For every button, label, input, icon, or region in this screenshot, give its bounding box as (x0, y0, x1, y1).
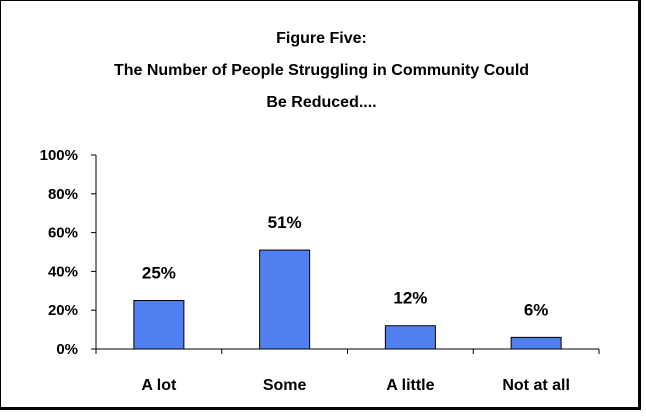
y-tick-label: 100% (40, 147, 78, 164)
x-tick-label: Not at all (502, 377, 570, 394)
bar (133, 300, 185, 350)
x-tick-label: A little (386, 377, 434, 394)
bar (384, 325, 436, 350)
data-label: 12% (393, 289, 427, 308)
chart-title-line-2: The Number of People Struggling in Commu… (113, 62, 530, 79)
bar-chart-plot: 0% 20% 40% 60% 80% 100% 25% A lot 51% Some 12% A li… (40, 147, 600, 394)
chart-title-line-1: Figure Five: (276, 30, 367, 47)
y-tick-label: 0% (56, 341, 78, 358)
y-tick-label: 20% (48, 302, 78, 319)
data-label: 25% (142, 264, 176, 283)
data-label: 6% (524, 300, 549, 319)
chart-title-line-3: Be Reduced.... (266, 94, 377, 111)
chart-frame: Figure Five: The Number of People Strugg… (0, 0, 641, 410)
y-tick-label: 40% (48, 263, 78, 280)
bar (259, 249, 311, 350)
y-tick-label: 60% (48, 225, 78, 242)
x-tick-label: A lot (141, 377, 177, 394)
x-tick-label: Some (263, 377, 307, 394)
chart-title: Figure Five: The Number of People Strugg… (1, 23, 642, 119)
y-tick-label: 80% (48, 186, 78, 203)
bar (510, 336, 562, 350)
data-label: 51% (268, 213, 302, 232)
